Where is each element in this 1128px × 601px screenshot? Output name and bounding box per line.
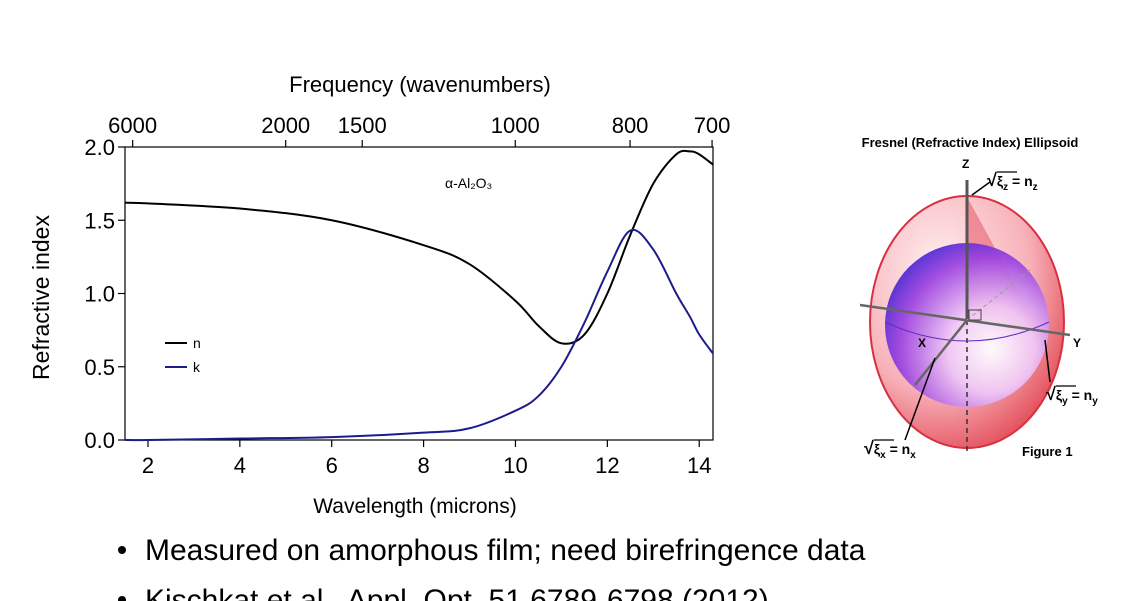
- series-line: [124, 228, 714, 442]
- x-tick-label: 12: [595, 453, 619, 478]
- formula-part: = n: [886, 441, 911, 457]
- formula-part: x: [910, 450, 916, 461]
- figure-caption: Figure 1: [1022, 444, 1073, 459]
- y-tick-label: 2.0: [84, 135, 115, 160]
- diagram-title: Fresnel (Refractive Index) Ellipsoid: [862, 135, 1079, 150]
- x2-tick-label: 800: [612, 113, 649, 138]
- legend-label: n: [193, 335, 201, 351]
- formula-part: √: [1046, 384, 1056, 404]
- formula-part: y: [1062, 396, 1068, 407]
- y-axis: [859, 303, 1071, 337]
- x-tick-label: 8: [417, 453, 429, 478]
- x-axis-title: Wavelength (microns): [313, 495, 516, 518]
- x2-tick-label: 6000: [108, 113, 157, 138]
- bullet-dot: [118, 546, 126, 554]
- formula-part: √: [987, 170, 997, 190]
- formula-part: x: [880, 450, 886, 461]
- x-tick-label: 10: [503, 453, 527, 478]
- x-tick-label: 4: [234, 453, 246, 478]
- formula-part: = n: [1068, 387, 1093, 403]
- y-label: Y: [1073, 336, 1081, 350]
- y-tick-label: 0.5: [84, 355, 115, 380]
- x-axis: [914, 319, 968, 386]
- formula-part: z: [1033, 182, 1038, 193]
- pointer: [971, 181, 991, 196]
- formula-part: ξ: [997, 173, 1004, 189]
- formula-z: √ξz = nz: [987, 170, 1038, 193]
- y-axis-title: Refractive index: [28, 215, 54, 380]
- formula-y: √ξy = ny: [1046, 384, 1098, 407]
- formula-part: z: [1003, 182, 1008, 193]
- z-label: Z: [962, 157, 969, 171]
- x2-tick-label: 700: [694, 113, 731, 138]
- x2-tick-label: 1500: [338, 113, 387, 138]
- plot-frame: [124, 146, 714, 441]
- right-angle: [968, 309, 982, 321]
- plot: 0.0 0.5 1.0 1.5 2.0 2 4 6 8 10 12 14 6000 2000 1500 100…: [28, 72, 730, 518]
- y-tick-label: 1.0: [84, 282, 115, 307]
- formula-part: ξ: [1056, 387, 1063, 403]
- formula-x: √ξx = nx: [864, 438, 916, 461]
- formula-part: ξ: [874, 441, 881, 457]
- series-line: [124, 149, 714, 345]
- x2-axis-title: Frequency (wavenumbers): [289, 72, 551, 97]
- ellipsoid-diagram: Fresnel (Refractive Index) Ellipsoid Z Y…: [859, 135, 1098, 461]
- x-tick-label: 2: [142, 453, 154, 478]
- x-tick-label: 6: [326, 453, 338, 478]
- x-tick-label: 14: [687, 453, 711, 478]
- formula-part: = n: [1008, 173, 1033, 189]
- x2-tick-label: 1000: [491, 113, 540, 138]
- formula-part: √: [864, 438, 874, 458]
- bullet-text: Kischkat et al., Appl. Opt. 51 6789-6798…: [145, 584, 769, 601]
- x2-tick-label: 2000: [261, 113, 310, 138]
- pointer: [904, 357, 936, 441]
- bullet-list: Measured on amorphous film; need birefri…: [118, 534, 866, 601]
- legend-label: k: [193, 359, 201, 375]
- pointer: [1044, 339, 1051, 383]
- x-label: X: [918, 336, 926, 350]
- bullet-text: Measured on amorphous film; need birefri…: [145, 534, 866, 567]
- formula-part: y: [1092, 396, 1098, 407]
- y-tick-label: 0.0: [84, 428, 115, 453]
- annotation: α-Al₂O₃: [445, 175, 492, 191]
- y-tick-label: 1.5: [84, 208, 115, 233]
- bullet-dot: [118, 596, 126, 601]
